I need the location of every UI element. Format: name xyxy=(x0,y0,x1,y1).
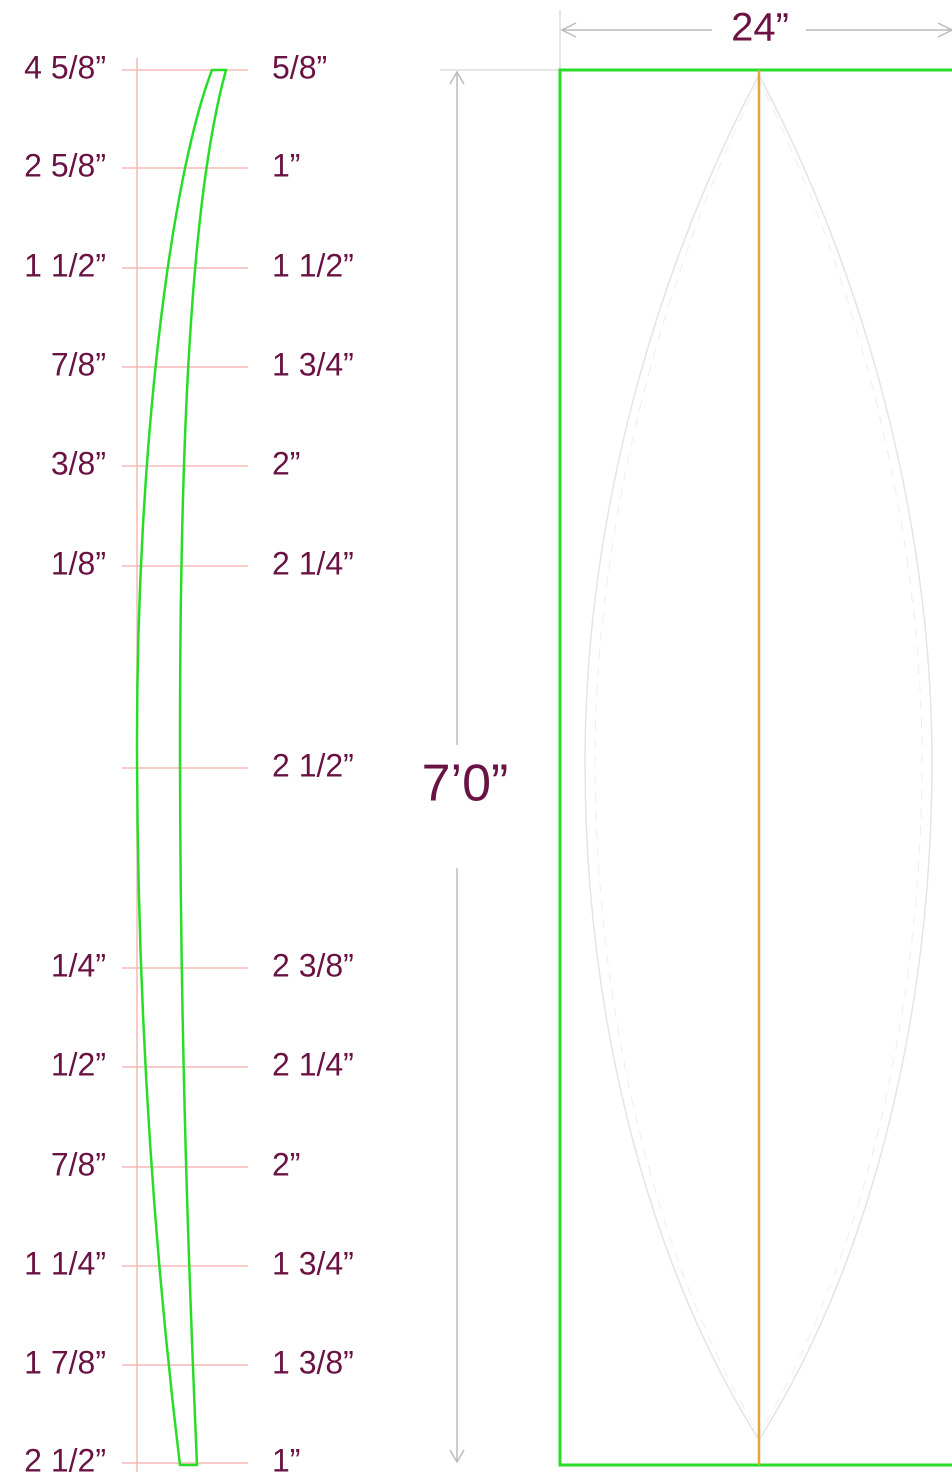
thickness-label: 2 1/4” xyxy=(272,1046,354,1082)
rocker-label: 2 5/8” xyxy=(24,147,106,183)
thickness-label: 1 3/8” xyxy=(272,1344,354,1380)
thickness-label: 1” xyxy=(272,147,300,183)
rocker-label: 7/8” xyxy=(51,1146,106,1182)
thickness-label: 2” xyxy=(272,1146,300,1182)
thickness-label: 1 1/2” xyxy=(272,247,354,283)
width-arrows xyxy=(560,22,952,38)
rocker-label: 1 1/2” xyxy=(24,247,106,283)
thickness-label: 2 3/8” xyxy=(272,947,354,983)
length-label: 7’0” xyxy=(422,755,509,813)
width-label: 24” xyxy=(731,6,789,50)
blank-outline xyxy=(558,68,952,1467)
rocker-label: 3/8” xyxy=(51,445,106,481)
rocker-label: 1/2” xyxy=(51,1046,106,1082)
thickness-label: 5/8” xyxy=(272,49,327,85)
profile-outline xyxy=(135,68,228,1467)
rocker-label: 1/8” xyxy=(51,545,106,581)
length-arrows xyxy=(449,70,465,1464)
thickness-label: 2 1/4” xyxy=(272,545,354,581)
rocker-label: 1/4” xyxy=(51,947,106,983)
thickness-label: 1” xyxy=(272,1442,300,1476)
thickness-label: 2 1/2” xyxy=(272,747,354,783)
rocker-label: 1 1/4” xyxy=(24,1245,106,1281)
rocker-label: 4 5/8” xyxy=(24,49,106,85)
thickness-label: 2” xyxy=(272,445,300,481)
thickness-label: 1 3/4” xyxy=(272,1245,354,1281)
rocker-label: 2 1/2” xyxy=(24,1442,106,1476)
rocker-label: 7/8” xyxy=(51,346,106,382)
thickness-label: 1 3/4” xyxy=(272,346,354,382)
rocker-label: 1 7/8” xyxy=(24,1344,106,1380)
